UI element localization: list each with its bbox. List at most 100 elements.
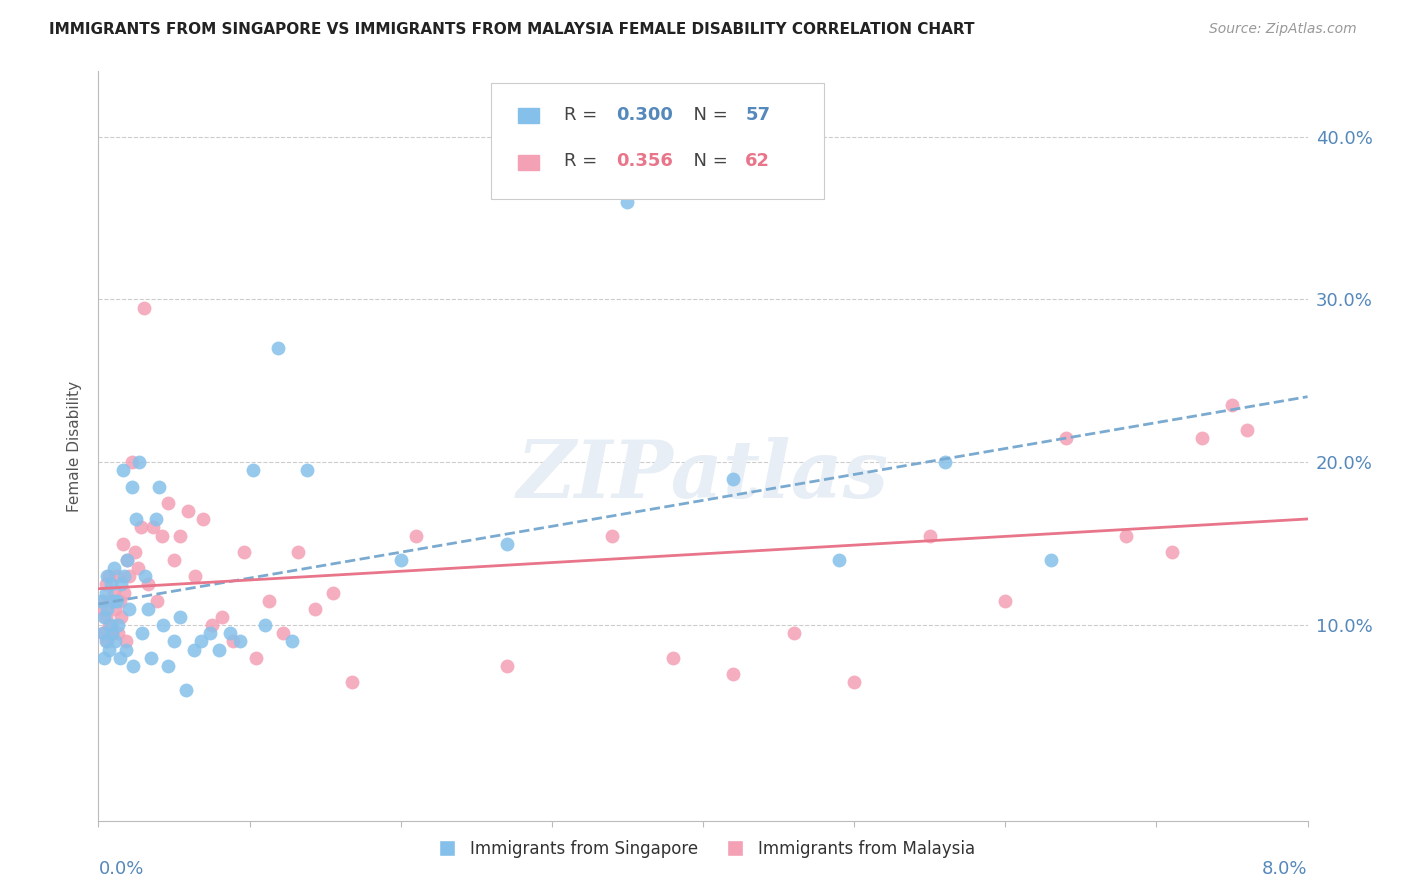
Text: R =: R = xyxy=(564,106,603,124)
Point xyxy=(132,301,155,315)
Point xyxy=(129,520,152,534)
Point xyxy=(281,634,304,648)
Point xyxy=(101,626,124,640)
Point xyxy=(127,561,149,575)
Point xyxy=(98,569,121,583)
Point xyxy=(134,569,156,583)
Point xyxy=(108,593,131,607)
Point xyxy=(602,528,624,542)
Point xyxy=(163,553,186,567)
Point xyxy=(148,480,170,494)
Point xyxy=(934,455,956,469)
Point xyxy=(495,659,517,673)
Point xyxy=(121,480,143,494)
Text: N =: N = xyxy=(682,106,734,124)
Point xyxy=(150,528,173,542)
Point xyxy=(91,626,114,640)
Point xyxy=(389,553,412,567)
Point xyxy=(616,194,638,209)
Legend: Immigrants from Singapore, Immigrants from Malaysia: Immigrants from Singapore, Immigrants fr… xyxy=(423,833,983,864)
Point xyxy=(156,659,179,673)
Point xyxy=(110,577,132,591)
Point xyxy=(287,545,309,559)
Text: Source: ZipAtlas.com: Source: ZipAtlas.com xyxy=(1209,22,1357,37)
Text: 0.356: 0.356 xyxy=(616,153,673,170)
Point xyxy=(190,634,212,648)
Point xyxy=(1220,398,1243,412)
Point xyxy=(661,650,683,665)
Point xyxy=(322,585,344,599)
Point xyxy=(118,569,141,583)
Point xyxy=(342,675,364,690)
Point xyxy=(208,642,231,657)
Point xyxy=(93,610,115,624)
Point xyxy=(128,455,150,469)
Point xyxy=(176,504,198,518)
Point xyxy=(104,602,127,616)
Text: 62: 62 xyxy=(745,153,770,170)
Text: 0.0%: 0.0% xyxy=(98,860,143,878)
Point xyxy=(101,626,124,640)
Point xyxy=(100,618,122,632)
Point xyxy=(245,650,267,665)
Point xyxy=(174,683,197,698)
Point xyxy=(169,610,191,624)
FancyBboxPatch shape xyxy=(517,154,538,169)
FancyBboxPatch shape xyxy=(492,83,824,199)
Point xyxy=(104,634,127,648)
Point xyxy=(110,610,132,624)
Point xyxy=(200,626,222,640)
Point xyxy=(267,341,290,355)
Point xyxy=(100,577,122,591)
Point xyxy=(96,634,118,648)
Point xyxy=(495,537,517,551)
Point xyxy=(184,569,207,583)
Point xyxy=(142,520,165,534)
Point xyxy=(105,593,128,607)
Point xyxy=(107,618,129,632)
Point xyxy=(108,650,131,665)
Point xyxy=(94,585,117,599)
Point xyxy=(131,626,153,640)
Point xyxy=(90,593,112,607)
Point xyxy=(103,561,125,575)
Point xyxy=(94,634,117,648)
Point xyxy=(723,472,745,486)
Point xyxy=(1054,431,1077,445)
Point xyxy=(91,626,114,640)
Point xyxy=(93,593,115,607)
Text: IMMIGRANTS FROM SINGAPORE VS IMMIGRANTS FROM MALAYSIA FEMALE DISABILITY CORRELAT: IMMIGRANTS FROM SINGAPORE VS IMMIGRANTS … xyxy=(49,22,974,37)
Point xyxy=(1160,545,1182,559)
Point xyxy=(124,545,146,559)
Point xyxy=(405,528,427,542)
Point xyxy=(1236,423,1258,437)
Point xyxy=(94,577,117,591)
Point xyxy=(114,642,136,657)
Point xyxy=(783,626,806,640)
Point xyxy=(211,610,233,624)
Point xyxy=(112,569,135,583)
Point xyxy=(222,634,245,648)
Text: 57: 57 xyxy=(745,106,770,124)
Point xyxy=(125,512,148,526)
Point xyxy=(136,577,159,591)
Point xyxy=(111,537,134,551)
Point xyxy=(141,650,163,665)
Point xyxy=(145,512,167,526)
Point xyxy=(232,545,254,559)
Point xyxy=(122,659,145,673)
Point xyxy=(111,463,134,477)
Point xyxy=(1191,431,1213,445)
Text: 0.300: 0.300 xyxy=(616,106,673,124)
Point xyxy=(100,593,122,607)
Point xyxy=(723,667,745,681)
Point xyxy=(295,463,318,477)
Point xyxy=(107,626,129,640)
Point xyxy=(257,593,280,607)
Point xyxy=(115,553,138,567)
Point xyxy=(96,602,118,616)
Text: ZIPatlas: ZIPatlas xyxy=(517,437,889,515)
Point xyxy=(103,585,125,599)
Point xyxy=(191,512,214,526)
Point xyxy=(98,642,121,657)
